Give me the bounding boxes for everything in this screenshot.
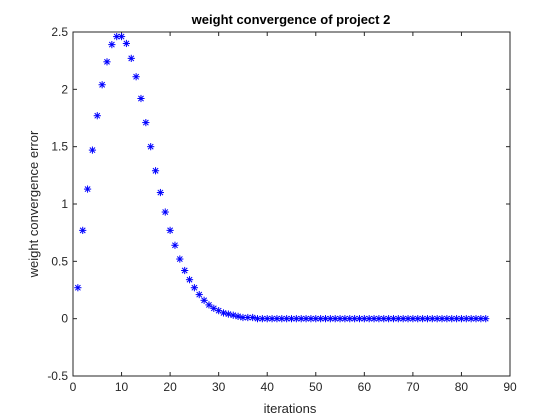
x-tick-label: 90 — [503, 380, 517, 394]
data-point-asterisk — [215, 307, 223, 315]
y-axis-label: weight convergence error — [26, 130, 41, 278]
data-point-asterisk — [171, 241, 179, 249]
data-point-asterisk — [409, 315, 417, 323]
data-point-asterisk — [399, 315, 407, 323]
y-tick-label: 0.5 — [51, 254, 68, 268]
x-tick-label: 50 — [309, 380, 323, 394]
data-point-asterisk — [147, 143, 155, 151]
data-point-asterisk — [117, 32, 126, 41]
data-point-asterisk — [414, 315, 422, 323]
x-axis-label: iterations — [264, 401, 317, 416]
x-tick-label: 60 — [358, 380, 372, 394]
data-point-asterisk — [457, 315, 466, 323]
data-point-asterisk — [190, 284, 198, 292]
data-point-asterisk — [88, 146, 97, 154]
x-tick-label: 0 — [70, 380, 77, 394]
data-point-asterisk — [127, 54, 135, 62]
y-tick-label: 1 — [61, 197, 68, 211]
x-tick-label: 40 — [261, 380, 275, 394]
data-point-asterisk — [287, 315, 296, 323]
data-point-asterisk — [234, 312, 242, 320]
data-point-asterisk — [156, 188, 164, 197]
y-axis-ticks: -0.5 0 0.5 1 1.5 2 2.5 — [47, 25, 510, 383]
data-point-asterisk — [219, 309, 228, 317]
chart-title: weight convergence of project 2 — [191, 12, 391, 27]
data-point-asterisk — [224, 310, 232, 318]
data-point-asterisk — [200, 296, 208, 304]
data-point-asterisk — [137, 94, 145, 103]
data-point-asterisk — [166, 226, 174, 234]
data-point-asterisk — [385, 315, 393, 323]
data-point-asterisk — [452, 315, 461, 323]
data-point-asterisk — [108, 41, 116, 49]
y-tick-label: 2.5 — [51, 25, 68, 39]
x-tick-label: 10 — [115, 380, 129, 394]
data-point-asterisk — [176, 255, 184, 263]
data-point-asterisk — [98, 81, 106, 89]
y-tick-label: 0 — [61, 312, 68, 326]
x-tick-label: 20 — [163, 380, 177, 394]
data-points — [74, 32, 490, 323]
x-tick-label: 80 — [455, 380, 469, 394]
data-point-asterisk — [122, 39, 131, 48]
data-point-asterisk — [258, 315, 266, 323]
y-tick-label: -0.5 — [47, 369, 68, 383]
data-point-asterisk — [249, 313, 257, 322]
data-point-asterisk — [79, 226, 87, 234]
plot-area — [72, 31, 511, 377]
data-point-asterisk — [482, 315, 490, 323]
data-point-asterisk — [83, 185, 92, 193]
data-point-asterisk — [93, 112, 101, 120]
data-point-asterisk — [103, 58, 111, 66]
x-axis-ticks: 0 10 20 30 40 50 60 70 80 90 — [70, 32, 517, 394]
x-tick-label: 70 — [406, 380, 420, 394]
data-point-asterisk — [185, 276, 194, 284]
data-point-asterisk — [326, 315, 334, 323]
data-point-asterisk — [181, 266, 189, 275]
data-point-asterisk — [132, 73, 140, 81]
data-point-asterisk — [375, 315, 383, 323]
y-tick-label: 1.5 — [51, 140, 68, 154]
x-tick-label: 30 — [212, 380, 226, 394]
data-point-asterisk — [205, 301, 213, 309]
data-point-asterisk — [195, 290, 203, 299]
data-point-asterisk — [74, 284, 82, 292]
data-point-asterisk — [161, 208, 169, 216]
data-point-asterisk — [229, 311, 237, 319]
y-tick-label: 2 — [61, 82, 68, 96]
data-point-asterisk — [142, 118, 150, 127]
data-point-asterisk — [151, 167, 160, 175]
